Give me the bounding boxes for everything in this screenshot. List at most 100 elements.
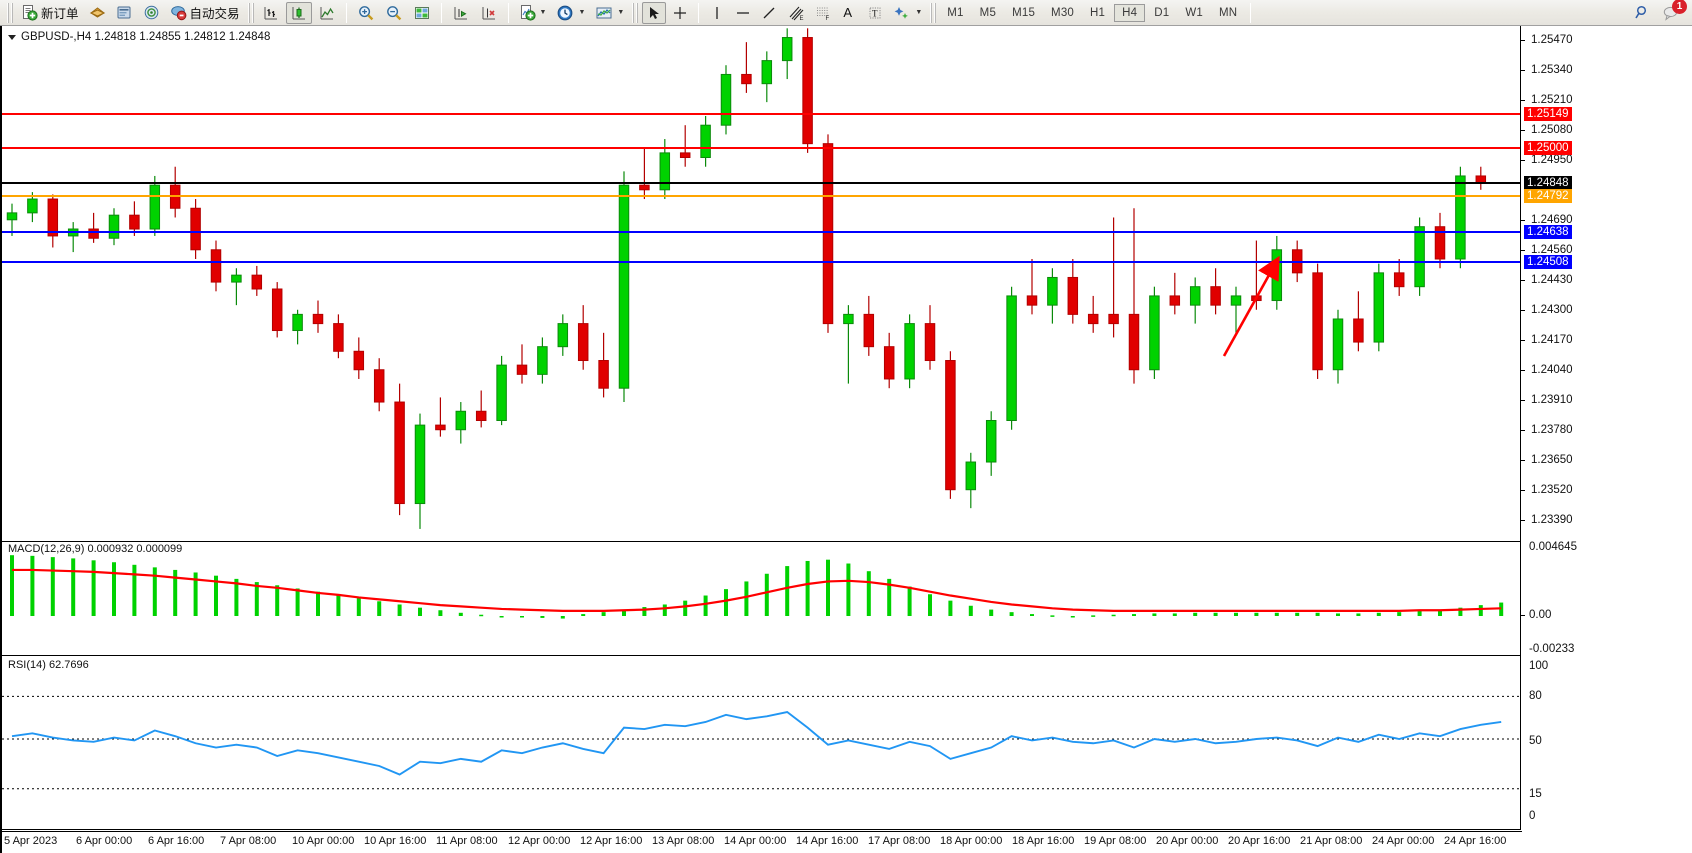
zoom-in-button[interactable] [353,2,379,24]
search-button[interactable] [1634,4,1652,22]
macd-bar [1132,614,1136,616]
timeframe-m5[interactable]: M5 [979,6,997,19]
expert-advisor-button[interactable] [85,2,110,24]
price-tag-resistance[interactable]: 1.25149 [1524,106,1572,121]
macd-bar [1234,612,1238,616]
candle-body [108,214,120,239]
toolbar-grip-3[interactable] [632,2,639,23]
timeframe-m1[interactable]: M1 [947,6,964,19]
candle-body [88,228,99,239]
candle-body [1434,226,1446,260]
templates-caret-icon[interactable]: ▼ [539,9,547,16]
price-tag-resistance[interactable]: 1.25000 [1524,141,1572,156]
auto-trading-button[interactable]: 自动交易 [166,2,244,24]
macd-bar [234,578,239,616]
candle-body [802,37,813,145]
macd-plot [10,555,1504,619]
price-tick-label: 1.25340 [1531,63,1573,76]
price-tick [1521,519,1525,521]
chart-window[interactable]: GBPUSD-,H4 1.24818 1.24855 1.24812 1.248… [0,26,1692,853]
navigator-icon [144,5,158,20]
cursor-button[interactable] [642,1,667,24]
toolbar-grip-2[interactable] [247,2,254,23]
vertical-line-button[interactable] [705,2,729,24]
macd-bar [1438,609,1442,616]
period-button[interactable]: ▼ [552,2,589,24]
candle-body [47,198,59,237]
price-tag-current-price[interactable]: 1.24848 [1524,176,1572,191]
candle-body [1026,295,1038,306]
candle-body [1332,318,1344,371]
macd-bar [866,571,871,616]
toolbar-grip[interactable] [7,2,13,23]
candle-body [700,124,711,158]
navigator-button[interactable] [139,2,164,24]
equidistant-channel-button[interactable]: E [783,2,809,24]
price-tick-label: 1.24690 [1531,213,1573,226]
timeframe-m15[interactable]: M15 [1012,6,1036,19]
price-level-resistance[interactable] [2,110,1526,117]
shapes-button[interactable]: ▼ [889,2,926,24]
auto-scroll-button[interactable] [448,2,474,24]
candlestick-chart-button[interactable] [285,1,312,24]
indicators-button[interactable]: ▼ [591,2,628,24]
notifications-button[interactable]: 1 [1662,0,1687,22]
time-axis-label: 6 Apr 00:00 [76,835,133,847]
price-level-support[interactable] [2,228,1526,235]
timeframe-h4[interactable]: H4 [1114,3,1146,22]
price-tag-support[interactable]: 1.24508 [1524,254,1572,269]
timeframe-mn[interactable]: MN [1219,6,1238,19]
indicators-caret-icon[interactable]: ▼ [617,9,625,16]
data-window-button[interactable] [112,2,137,24]
shapes-caret-icon[interactable]: ▼ [915,9,923,16]
chart-shift-button[interactable] [476,2,502,24]
candle-body [353,350,365,371]
price-level-pivot[interactable] [2,193,1526,200]
macd-bar [785,566,790,616]
new-order-button[interactable]: 新订单 [17,2,83,24]
price-scale[interactable]: 1.25470 1.25340 1.25210 1.25080 1.24950 1.246… [1520,26,1692,830]
macd-bar [642,607,647,616]
text-label-button[interactable]: T [863,2,887,24]
text-label-icon: T [869,7,881,18]
crosshair-button[interactable] [668,2,692,24]
toolbar-grip-4[interactable] [930,2,937,23]
trendline-button[interactable] [757,2,781,24]
macd-signal-line [12,568,1502,612]
timeframe-h1[interactable]: H1 [1090,6,1106,19]
timeframe-d1[interactable]: D1 [1154,6,1170,19]
fibonacci-button[interactable]: F [811,2,837,24]
chart-collapse-icon[interactable] [8,34,16,40]
macd-bar [1417,610,1422,616]
timeframe-group: M1 M5 M15 M30 H1 H4 D1 W1 MN [939,3,1245,22]
candle-body [924,323,936,362]
grid-button[interactable] [409,2,435,24]
templates-button[interactable]: ▼ [515,2,551,24]
macd-bar [275,585,280,616]
price-tag-support[interactable]: 1.24638 [1524,224,1572,239]
time-axis-label: 14 Apr 16:00 [796,835,859,847]
text-button[interactable]: A [839,2,861,24]
timeframe-m30[interactable]: M30 [1051,6,1075,19]
price-level-resistance[interactable] [2,145,1526,152]
line-chart-button[interactable] [314,2,340,24]
price-tick-label: 1.25080 [1531,123,1573,136]
macd-pane[interactable]: MACD(12,26,9) 0.000932 0.000099 [2,541,1522,656]
candle-body [435,424,446,431]
candle-body [618,184,630,389]
zoom-out-button[interactable] [381,2,407,24]
macd-bar [581,614,586,616]
horizontal-line-button[interactable] [731,2,755,24]
price-pane[interactable] [2,26,1526,537]
main-toolbar: 新订单 [0,0,1692,26]
candle-body [251,274,263,290]
price-tag-pivot[interactable]: 1.24792 [1524,189,1572,204]
svg-text:F: F [826,16,830,21]
bar-chart-button[interactable] [258,2,284,24]
period-caret-icon[interactable]: ▼ [578,9,586,16]
timeframe-w1[interactable]: W1 [1185,6,1204,19]
price-level-current-price[interactable] [2,182,1522,185]
rsi-pane[interactable]: RSI(14) 62.7696 [2,658,1522,830]
macd-bar [1336,613,1340,616]
price-level-support[interactable] [2,258,1526,265]
